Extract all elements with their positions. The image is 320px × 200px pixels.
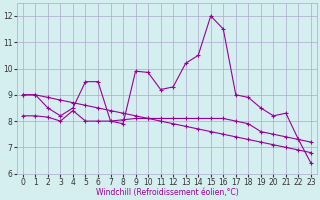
X-axis label: Windchill (Refroidissement éolien,°C): Windchill (Refroidissement éolien,°C) [96,188,238,197]
